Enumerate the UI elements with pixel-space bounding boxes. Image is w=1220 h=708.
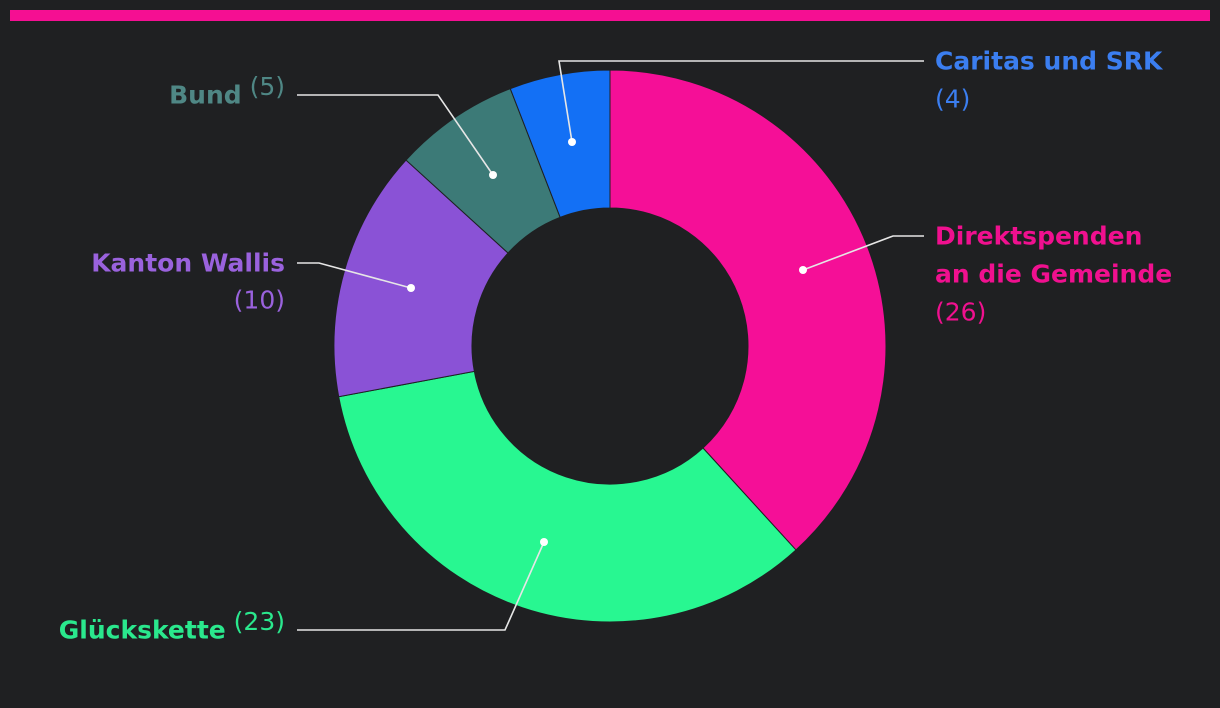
leader-lines: [297, 60, 924, 631]
slice-kanton-wallis: [333, 159, 509, 398]
leader-line-glueckskette: [297, 541, 545, 631]
top-accent-bar: [10, 10, 1210, 21]
label-value-direktspenden: (26): [935, 298, 986, 327]
label-kanton-wallis: Kanton Wallis (10): [91, 249, 285, 315]
label-bund: Bund (5): [169, 72, 285, 110]
label-direktspenden: Direktspenden an die Gemeinde (26): [935, 222, 1172, 327]
label-name-glueckskette: Glückskette: [59, 616, 226, 645]
leader-dot-bund: [489, 171, 497, 179]
leader-dot-direktspenden: [799, 266, 807, 274]
leader-line-kanton-wallis: [297, 262, 412, 289]
label-value-bund: (5): [242, 72, 285, 101]
label-name-direktspenden: Direktspenden: [935, 222, 1142, 251]
label-name-kanton-wallis: Kanton Wallis: [91, 249, 285, 278]
label-value-caritas-srk: (4): [935, 85, 970, 114]
label-value-glueckskette: (23): [226, 607, 285, 636]
label-value-kanton-wallis: (10): [234, 286, 285, 315]
leader-line-bund: [297, 94, 494, 176]
leader-dot-kanton-wallis: [407, 284, 415, 292]
label-name-direktspenden: an die Gemeinde: [935, 260, 1172, 289]
label-name-caritas-srk: Caritas und SRK: [935, 47, 1164, 76]
slice-direktspenden: [609, 69, 887, 551]
label-name-bund: Bund: [169, 81, 242, 110]
label-glueckskette: Glückskette (23): [59, 607, 285, 645]
leader-dot-caritas-srk: [568, 138, 576, 146]
slice-caritas-srk: [509, 69, 611, 218]
leader-dot-glueckskette: [540, 538, 548, 546]
slice-labels: Direktspenden an die Gemeinde (26) Glückske…: [59, 47, 1172, 645]
slice-glueckskette: [338, 370, 797, 623]
leader-line-direktspenden: [802, 235, 924, 271]
label-caritas-srk: Caritas und SRK (4): [935, 47, 1164, 114]
donut-slices: [333, 69, 887, 623]
leader-line-caritas-srk: [558, 60, 924, 143]
